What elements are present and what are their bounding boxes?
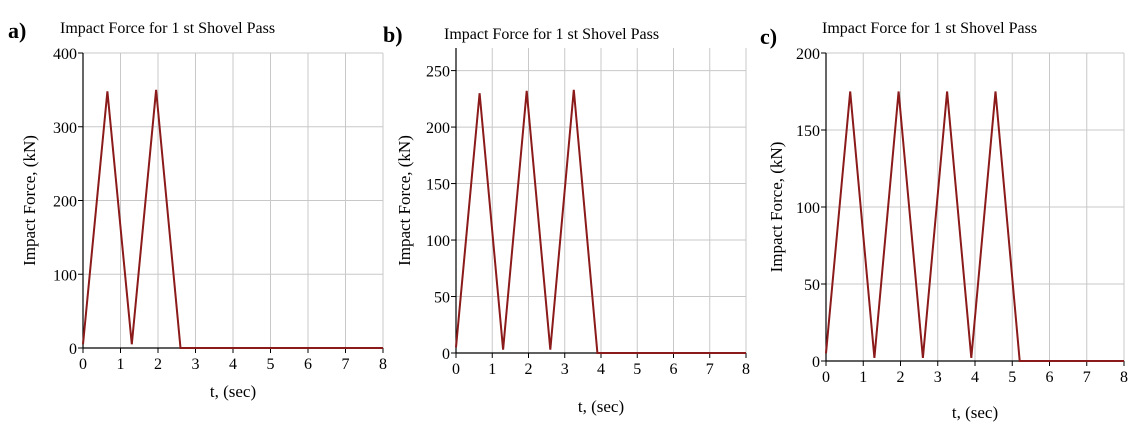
chart-0-x-tick-label: 3 — [192, 356, 200, 373]
chart-0-y-tick-label: 400 — [53, 46, 77, 63]
chart-2-x-tick-label: 2 — [897, 369, 905, 386]
chart-2-x-tick-label: 7 — [1083, 369, 1091, 386]
chart-0-y-tick-label: 300 — [53, 120, 77, 137]
chart-0-impact-force-series-line — [82, 89, 383, 349]
chart-2-y-tick-label: 100 — [796, 200, 820, 217]
chart-0-x-tick-label: 6 — [304, 356, 312, 373]
chart-2-panel-label: c) — [760, 24, 777, 49]
chart-2-x-tick-label: 3 — [934, 369, 942, 386]
chart-1-y-axis-label: Impact Force, (kN) — [395, 135, 414, 266]
chart-0-x-tick-label: 8 — [379, 356, 387, 373]
chart-0-y-tick-label: 100 — [53, 267, 77, 284]
chart-1-y-tick-label: 200 — [426, 120, 450, 137]
chart-0-panel-label: a) — [8, 18, 26, 43]
chart-0-y-axis-label: Impact Force, (kN) — [20, 135, 39, 266]
chart-2-y-tick-label: 200 — [796, 46, 820, 63]
chart-2-x-tick-label: 8 — [1120, 369, 1128, 386]
chart-0-x-tick-label: 5 — [267, 356, 275, 373]
chart-0-x-tick-label: 1 — [117, 356, 125, 373]
chart-1-x-tick-label: 6 — [670, 361, 678, 378]
chart-0-x-tick-label: 4 — [229, 356, 237, 373]
chart-2-x-tick-label: 6 — [1046, 369, 1054, 386]
chart-1-y-tick-label: 150 — [426, 177, 450, 194]
chart-2-title: Impact Force for 1 st Shovel Pass — [822, 20, 1037, 37]
chart-2-x-axis-label: t, (sec) — [952, 403, 998, 422]
chart-0-x-tick-label: 0 — [79, 356, 87, 373]
chart-1-x-tick-label: 4 — [597, 361, 605, 378]
chart-1-x-tick-label: 7 — [706, 361, 714, 378]
chart-1-title: Impact Force for 1 st Shovel Pass — [444, 26, 659, 43]
chart-1-y-tick-label: 100 — [426, 233, 450, 250]
chart-1-x-tick-label: 8 — [742, 361, 750, 378]
chart-1-x-axis-label: t, (sec) — [578, 397, 624, 416]
chart-1-y-tick-label: 250 — [426, 64, 450, 81]
chart-1-x-tick-label: 2 — [525, 361, 533, 378]
chart-2-x-tick-label: 1 — [859, 369, 867, 386]
chart-2-x-tick-label: 4 — [971, 369, 979, 386]
chart-2-x-tick-label: 0 — [822, 369, 830, 386]
chart-0-x-tick-label: 2 — [154, 356, 162, 373]
chart-1-panel-label: b) — [383, 22, 403, 47]
chart-1-y-tick-label: 0 — [442, 346, 450, 363]
chart-2-y-tick-label: 50 — [804, 277, 820, 294]
chart-1-y-tick-label: 50 — [434, 290, 450, 307]
chart-2-y-tick-label: 150 — [796, 123, 820, 140]
chart-2-y-tick-label: 0 — [812, 354, 820, 371]
chart-2-impact-force-series-line — [825, 91, 1124, 362]
chart-1-x-tick-label: 0 — [452, 361, 460, 378]
chart-0-y-tick-label: 200 — [53, 194, 77, 211]
chart-0-x-axis-label: t, (sec) — [210, 382, 256, 401]
chart-2-x-tick-label: 5 — [1008, 369, 1016, 386]
chart-1-x-tick-label: 1 — [488, 361, 496, 378]
chart-1-x-tick-label: 5 — [633, 361, 641, 378]
chart-1-impact-force-series-line — [455, 89, 746, 354]
chart-0-y-tick-label: 0 — [69, 341, 77, 358]
chart-0-x-tick-label: 7 — [342, 356, 350, 373]
chart-1-x-tick-label: 3 — [561, 361, 569, 378]
chart-2-y-axis-label: Impact Force, (kN) — [767, 142, 786, 273]
chart-0-title: Impact Force for 1 st Shovel Pass — [60, 20, 275, 37]
